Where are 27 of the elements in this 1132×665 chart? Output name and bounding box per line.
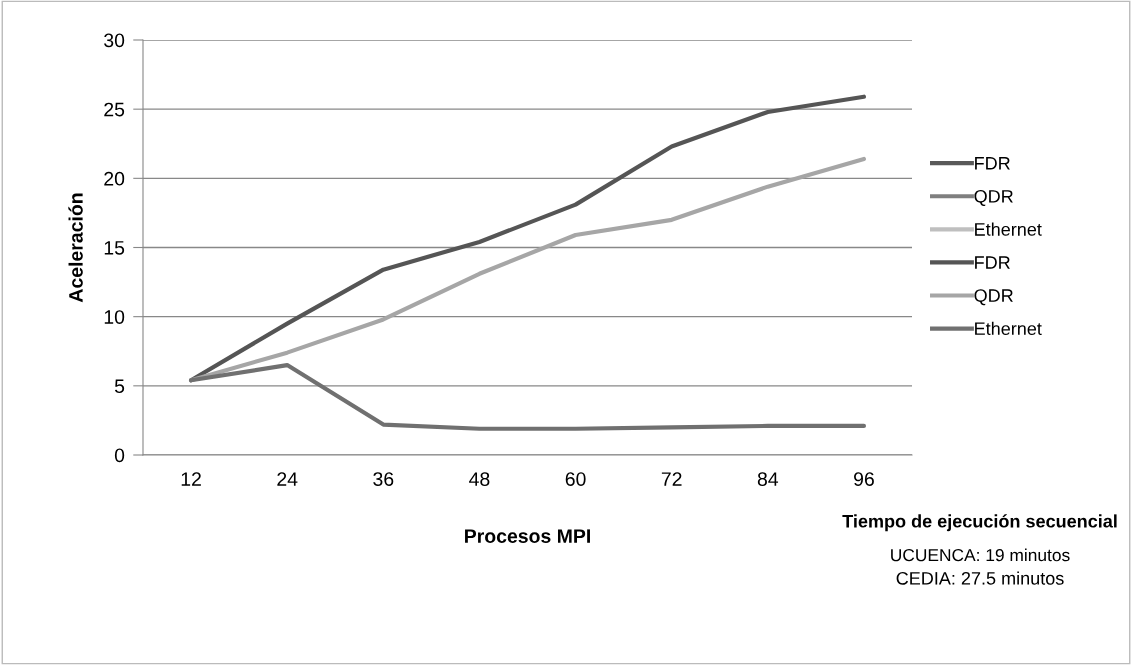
x-tick-label: 72 [661, 472, 682, 486]
legend-label: Ethernet [975, 222, 1042, 236]
x-tick-label: 12 [181, 472, 201, 486]
x-tick-label: 96 [854, 472, 874, 486]
x-tick-label: 48 [469, 472, 490, 486]
x-axis-title: Procesos MPI [465, 529, 590, 543]
legend-label: QDR [974, 289, 1013, 306]
text: UCUENCA: 19 minutos [891, 548, 1070, 562]
legend-label: Ethernet [975, 321, 1042, 336]
x-tick-label: 24 [277, 472, 298, 486]
line-series [188, 362, 867, 431]
legend-label: FDR [975, 256, 1010, 269]
y-axis-title: Aceleración [68, 193, 83, 303]
y-tick-label: 25 [104, 102, 125, 117]
y-tick-label: 20 [104, 171, 125, 186]
y-tick-label: 10 [104, 310, 125, 324]
text: Tiempo de ejecución secuencial [842, 514, 1117, 532]
x-tick-label: 60 [565, 472, 586, 486]
y-tick-label: 0 [114, 448, 125, 463]
legend-label: QDR [974, 189, 1013, 206]
y-tick-label: 30 [104, 33, 125, 48]
text: CEDIA: 27.5 minutos [896, 571, 1064, 585]
legend-label: FDR [975, 157, 1010, 170]
x-tick-label: 84 [757, 472, 779, 486]
y-tick-label: 5 [114, 379, 125, 394]
y-tick-label: 15 [104, 241, 125, 255]
x-tick-label: 36 [373, 472, 394, 486]
